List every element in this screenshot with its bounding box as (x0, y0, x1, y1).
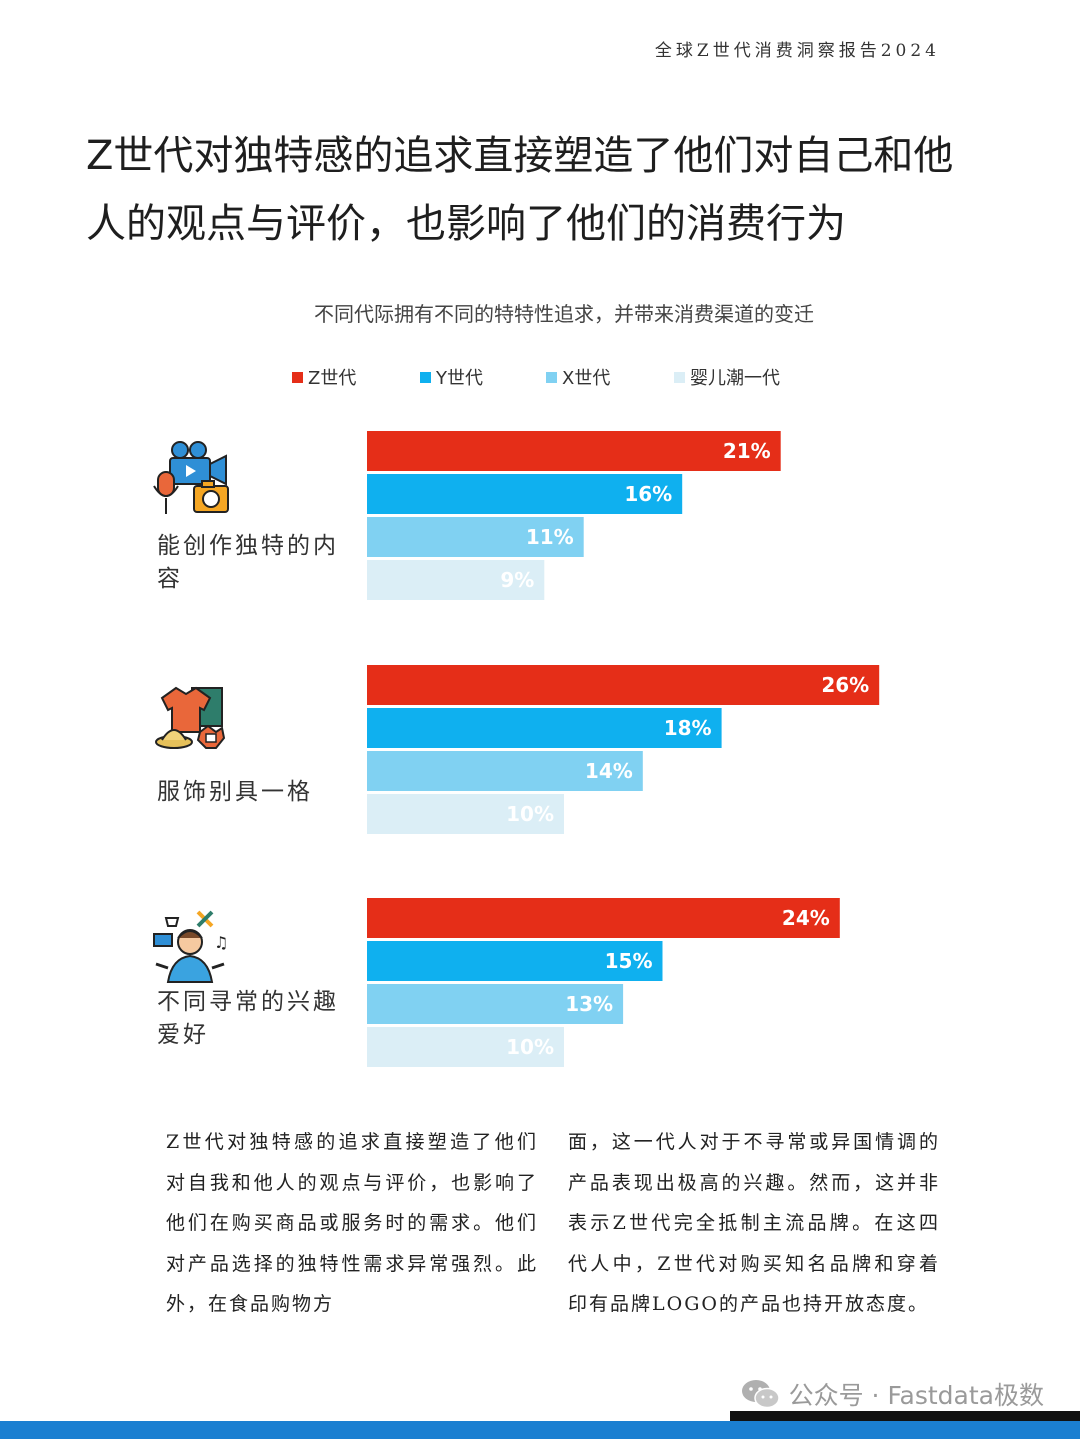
legend-item-z: Z世代 (292, 364, 356, 390)
legend-item-boomer: 婴儿潮一代 (674, 364, 780, 390)
wechat-icon (741, 1380, 780, 1409)
bar-label-x-cat1: 11% (526, 525, 574, 549)
bar-boomer-cat2 (367, 794, 564, 834)
chart-legend: Z世代 Y世代 X世代 婴儿潮一代 (0, 364, 1080, 390)
category-label-2: 服饰别具一格 (157, 776, 357, 809)
legend-swatch-y (420, 371, 431, 383)
legend-swatch-boomer (674, 371, 685, 383)
bar-label-z-cat2: 26% (821, 673, 869, 697)
bar-label-boomer-cat3: 10% (506, 1035, 554, 1059)
category-label-3-line-1: 不同寻常的兴趣 (157, 989, 339, 1015)
bar-boomer-cat1 (367, 560, 545, 600)
footer-dark-bar (730, 1411, 1080, 1421)
bar-label-y-cat2: 18% (664, 716, 712, 740)
bar-x-cat2 (367, 751, 643, 791)
bar-chart: 21% 16% 11% 9% 26% 18% 14% 10% 24% 15% 13% 10% (367, 431, 880, 1067)
page-headline: Z世代对独特感的追求直接塑造了他们对自己和他 人的观点与评价，也影响了他们的消费… (86, 122, 986, 258)
headline-line-1: Z世代对独特感的追求直接塑造了他们对自己和他 (86, 133, 954, 179)
watermark: 公众号 · Fastdata极数 (741, 1376, 1044, 1412)
bar-z-cat3 (367, 898, 840, 938)
body-text-column-1: Z世代对独特感的追求直接塑造了他们对自我和他人的观点与评价，也影响了他们在购买商… (166, 1131, 538, 1315)
bar-y-cat3 (367, 941, 663, 981)
clothing-hat-icon (155, 686, 226, 749)
bar-label-y-cat1: 16% (624, 482, 672, 506)
category-label-3: 不同寻常的兴趣 爱好 (157, 986, 357, 1052)
category-label-3-line-2: 爱好 (157, 1022, 209, 1048)
category-label-1: 能创作独特的内 容 (157, 530, 357, 596)
legend-swatch-z (292, 371, 303, 383)
bar-x-cat3 (367, 984, 624, 1024)
bar-label-boomer-cat2: 10% (506, 802, 554, 826)
watermark-text: 公众号 · Fastdata极数 (788, 1381, 1044, 1410)
legend-label-z: Z世代 (308, 368, 357, 389)
bar-label-z-cat1: 21% (723, 439, 771, 463)
category-label-1-line-2: 容 (157, 566, 183, 592)
legend-swatch-x (546, 371, 557, 383)
legend-label-y: Y世代 (436, 368, 483, 389)
bar-y-cat1 (367, 474, 683, 514)
bar-z-cat2 (367, 665, 880, 705)
bar-label-boomer-cat1: 9% (500, 568, 534, 592)
report-header: 全球Z世代消费洞察报告2024 (654, 41, 940, 61)
category-label-2-line-1: 服饰别具一格 (157, 779, 313, 805)
bar-label-z-cat3: 24% (782, 906, 830, 930)
headline-line-2: 人的观点与评价，也影响了他们的消费行为 (86, 201, 846, 247)
bar-z-cat1 (367, 431, 781, 471)
bar-label-y-cat3: 15% (605, 949, 653, 973)
chart-title: 不同代际拥有不同的特特性追求，并带来消费渠道的变迁 (314, 302, 814, 326)
footer-blue-bar (0, 1421, 1080, 1439)
bar-label-x-cat2: 14% (585, 759, 633, 783)
legend-item-x: X世代 (546, 364, 610, 390)
video-camera-microphone-icon (153, 441, 229, 514)
bar-label-x-cat3: 13% (565, 992, 613, 1016)
bar-boomer-cat3 (367, 1027, 564, 1067)
bar-y-cat2 (367, 708, 722, 748)
body-text-column-2: 面，这一代人对于不寻常或异国情调的产品表现出极高的兴趣。然而，这并非表示Z世代完… (568, 1131, 940, 1315)
category-label-1-line-1: 能创作独特的内 (157, 533, 339, 559)
legend-label-x: X世代 (562, 368, 611, 389)
person-hobbies-icon: ♫ (153, 910, 228, 983)
bar-x-cat1 (367, 517, 584, 557)
legend-label-boomer: 婴儿潮一代 (690, 368, 780, 389)
legend-item-y: Y世代 (420, 364, 483, 390)
svg-text:♫: ♫ (214, 933, 228, 952)
